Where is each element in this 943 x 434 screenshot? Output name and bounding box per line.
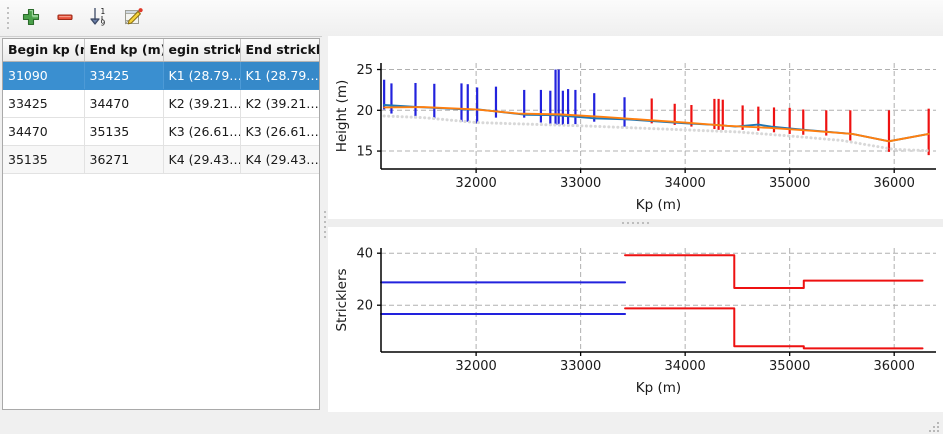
x-tick-label: 33000 <box>560 359 601 374</box>
toolbar: 1 9 <box>0 0 943 37</box>
x-tick-label: 36000 <box>874 176 915 191</box>
height-profile-svg: 32000 33000 34000 35000 36000 15 20 25 Kp (m) H… <box>328 36 943 219</box>
svg-text:1: 1 <box>101 7 106 16</box>
x-tick-label: 32000 <box>455 359 496 374</box>
table-row[interactable]: 35135 36271 K4 (29.43… K4 (29.43… <box>3 145 319 174</box>
svg-text:9: 9 <box>101 18 106 27</box>
table-body: 31090 33425 K1 (28.79… K1 (28.79… 33425 … <box>3 61 319 174</box>
cell-begin-strickler[interactable]: K4 (29.43… <box>163 145 241 174</box>
blue-error-bars <box>383 69 626 127</box>
column-header-end-strickler[interactable]: End stricklen <box>240 39 319 62</box>
tick-labels: 32000 33000 34000 35000 36000 20 40 <box>356 247 914 374</box>
edit-note-button[interactable] <box>117 2 149 34</box>
axes <box>377 248 936 356</box>
column-header-begin-strickler[interactable]: egin strickle <box>163 39 241 62</box>
cell-end-kp[interactable]: 34470 <box>84 89 164 118</box>
vertical-splitter[interactable] <box>322 36 328 412</box>
cell-end-strickler[interactable]: K4 (29.43… <box>240 145 319 174</box>
y-tick-label: 15 <box>356 145 373 160</box>
y-tick-label: 40 <box>356 247 373 262</box>
cell-begin-kp[interactable]: 35135 <box>3 145 85 174</box>
x-axis-label: Kp (m) <box>636 197 681 213</box>
stricklers-chart[interactable]: 32000 33000 34000 35000 36000 20 40 Kp (m) Str… <box>328 227 943 412</box>
x-tick-label: 35000 <box>769 359 810 374</box>
cell-begin-strickler[interactable]: K2 (39.21… <box>163 89 241 118</box>
plot-stack: 32000 33000 34000 35000 36000 15 20 25 Kp (m) H… <box>328 36 943 412</box>
cell-end-kp[interactable]: 35135 <box>84 117 164 146</box>
minus-icon <box>55 7 75 30</box>
y-tick-label: 25 <box>356 63 373 78</box>
plus-icon <box>21 7 41 30</box>
x-axis-label: Kp (m) <box>636 380 681 396</box>
x-tick-label: 34000 <box>664 176 705 191</box>
resize-grip-icon[interactable] <box>929 420 941 432</box>
cell-begin-kp[interactable]: 34470 <box>3 117 85 146</box>
sort-descending-icon: 1 9 <box>88 6 110 31</box>
y-axis-label: Height (m) <box>334 80 350 153</box>
x-tick-label: 35000 <box>769 176 810 191</box>
table-row[interactable]: 34470 35135 K3 (26.61… K3 (26.61… <box>3 117 319 146</box>
height-profile-chart[interactable]: 32000 33000 34000 35000 36000 15 20 25 Kp (m) H… <box>328 36 943 219</box>
cell-begin-kp[interactable]: 33425 <box>3 89 85 118</box>
toolbar-drag-handle[interactable] <box>3 5 13 31</box>
stricklers-svg: 32000 33000 34000 35000 36000 20 40 Kp (m) Str… <box>328 227 943 412</box>
table-row[interactable]: 33425 34470 K2 (39.21… K2 (39.21… <box>3 89 319 118</box>
status-bar <box>0 412 943 434</box>
cell-end-strickler[interactable]: K3 (26.61… <box>240 117 319 146</box>
cell-end-strickler[interactable]: K2 (39.21… <box>240 89 319 118</box>
cell-end-kp[interactable]: 33425 <box>84 61 164 90</box>
profile-lines <box>382 104 931 153</box>
cell-begin-kp[interactable]: 31090 <box>3 61 85 90</box>
strickler-step-lines <box>380 254 924 350</box>
x-tick-label: 32000 <box>455 176 496 191</box>
table-row[interactable]: 31090 33425 K1 (28.79… K1 (28.79… <box>3 61 319 90</box>
horizontal-splitter[interactable] <box>328 219 943 227</box>
x-tick-label: 34000 <box>664 359 705 374</box>
cell-end-kp[interactable]: 36271 <box>84 145 164 174</box>
y-tick-label: 20 <box>356 299 373 314</box>
column-header-end-kp[interactable]: End kp (m) <box>84 39 164 62</box>
column-header-begin-kp[interactable]: Begin kp (m) <box>3 39 85 62</box>
remove-button[interactable] <box>49 2 81 34</box>
cell-begin-strickler[interactable]: K3 (26.61… <box>163 117 241 146</box>
y-tick-label: 20 <box>356 104 373 119</box>
cell-end-strickler[interactable]: K1 (28.79… <box>240 61 319 90</box>
tick-labels: 32000 33000 34000 35000 36000 15 20 25 <box>356 63 914 191</box>
add-button[interactable] <box>15 2 47 34</box>
gridlines <box>381 248 936 352</box>
strickler-table-panel[interactable]: Begin kp (m) End kp (m) egin strickle En… <box>2 38 320 410</box>
splitter-grip-icon <box>328 219 943 227</box>
edit-note-icon <box>122 6 144 31</box>
y-axis-label: Stricklers <box>334 268 350 331</box>
sort-descending-button[interactable]: 1 9 <box>83 2 115 34</box>
x-tick-label: 36000 <box>874 359 915 374</box>
x-tick-label: 33000 <box>560 176 601 191</box>
cell-begin-strickler[interactable]: K1 (28.79… <box>163 61 241 90</box>
strickler-table[interactable]: Begin kp (m) End kp (m) egin strickle En… <box>3 39 319 174</box>
table-header-row: Begin kp (m) End kp (m) egin strickle En… <box>3 39 319 62</box>
axes <box>377 63 936 173</box>
splitter-grip-icon <box>322 36 328 412</box>
